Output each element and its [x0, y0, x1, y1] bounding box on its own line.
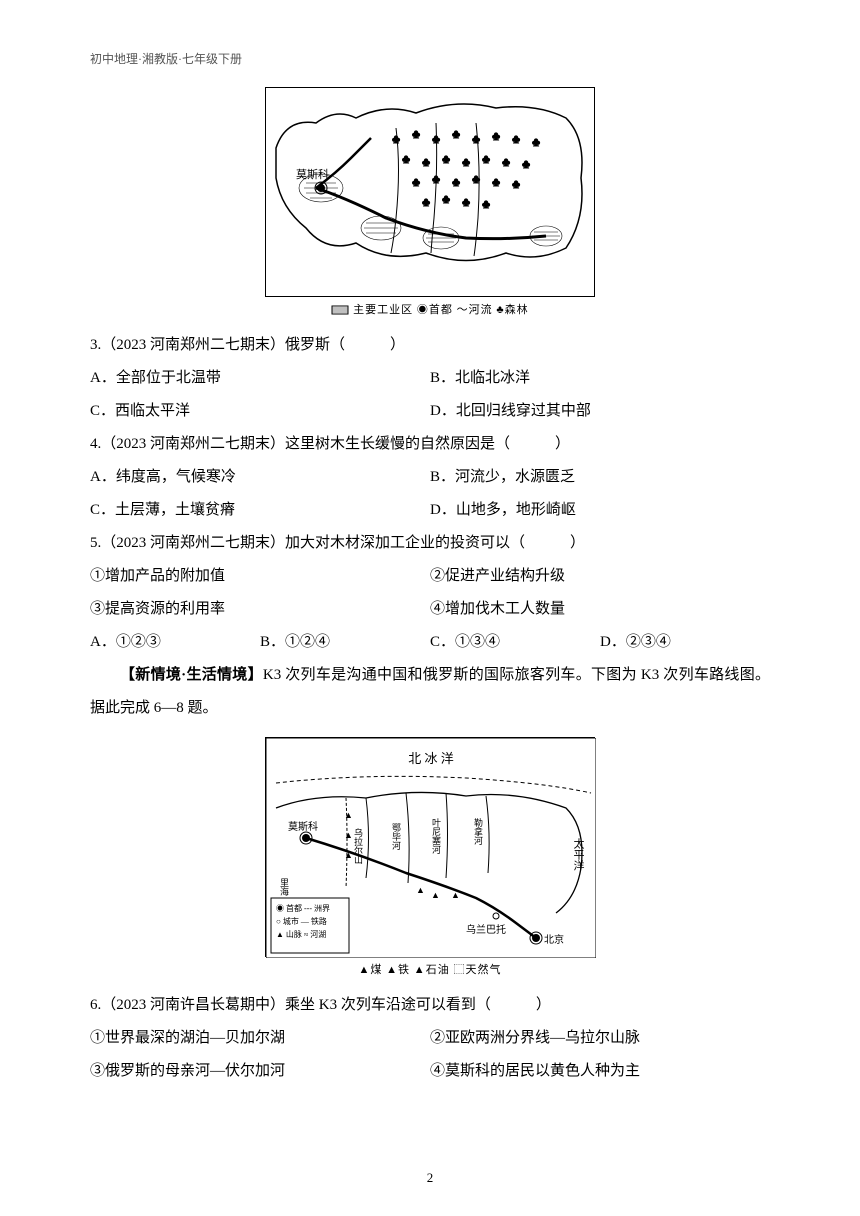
svg-text:乌兰巴托: 乌兰巴托	[466, 923, 506, 936]
svg-text:♣: ♣	[492, 175, 500, 189]
svg-text:▲: ▲	[451, 890, 460, 900]
svg-text:♣: ♣	[452, 127, 460, 141]
q6-opt2: ②亚欧两洲分界线—乌拉尔山脉	[430, 1022, 770, 1055]
q3-option-b: B．北临北冰洋	[430, 362, 770, 395]
q5-opt3: ③提高资源的利用率	[90, 593, 430, 626]
svg-text:♣: ♣	[522, 157, 530, 171]
svg-text:♣: ♣	[512, 132, 520, 146]
page-header: 初中地理·湘教版·七年级下册	[90, 50, 770, 67]
q4-option-d: D．山地多，地形崎岖	[430, 494, 770, 527]
map2-arctic-label: 北 冰 洋	[408, 751, 454, 766]
q5-opt2: ②促进产业结构升级	[430, 560, 770, 593]
q3-option-d: D．北回归线穿过其中部	[430, 395, 770, 428]
svg-text:叶尼塞河: 叶尼塞河	[431, 818, 441, 854]
map1-legend: 主要工业区 ◉首都 〜河流 ♣森林	[265, 301, 595, 317]
svg-text:♣: ♣	[462, 155, 470, 169]
svg-text:♣: ♣	[472, 132, 480, 146]
svg-text:♣: ♣	[462, 195, 470, 209]
svg-text:▲: ▲	[416, 885, 425, 895]
svg-text:♣: ♣	[422, 155, 430, 169]
svg-text:♣: ♣	[502, 155, 510, 169]
q5-option-c: C．①③④	[430, 626, 600, 659]
q3-option-c: C．西临太平洋	[90, 395, 430, 428]
svg-text:鄂毕河: 鄂毕河	[391, 823, 401, 850]
context-paragraph: 【新情境·生活情境】K3 次列车是沟通中国和俄罗斯的国际旅客列车。下图为 K3 …	[90, 659, 770, 725]
svg-text:▲: ▲	[344, 810, 353, 820]
map1-moscow-label: 莫斯科	[296, 167, 329, 181]
q6-opt1: ①世界最深的湖泊—贝加尔湖	[90, 1022, 430, 1055]
svg-text:♣: ♣	[392, 132, 400, 146]
context-label: 【新情境·生活情境】	[120, 667, 263, 683]
q4-stem: 4.（2023 河南郑州二七期末）这里树木生长缓慢的自然原因是（ ）	[90, 428, 770, 461]
svg-text:莫斯科: 莫斯科	[288, 820, 318, 833]
svg-text:♣: ♣	[412, 175, 420, 189]
svg-text:♣: ♣	[452, 175, 460, 189]
svg-text:▲: ▲	[431, 890, 440, 900]
q5-opt1: ①增加产品的附加值	[90, 560, 430, 593]
svg-text:♣: ♣	[482, 197, 490, 211]
svg-text:♣: ♣	[422, 195, 430, 209]
page-number: 2	[427, 1170, 434, 1186]
q3-stem: 3.（2023 河南郑州二七期末）俄罗斯（ ）	[90, 329, 770, 362]
svg-text:♣: ♣	[402, 152, 410, 166]
svg-text:里海: 里海	[279, 878, 289, 897]
svg-text:◉ 首都 --- 洲界: ◉ 首都 --- 洲界	[276, 903, 330, 913]
q5-opt4: ④增加伐木工人数量	[430, 593, 770, 626]
q5-option-a: A．①②③	[90, 626, 260, 659]
svg-text:▲: ▲	[344, 830, 353, 840]
map2-bottom-legend: ▲煤 ▲铁 ▲石油 ⬚天然气	[265, 961, 595, 977]
svg-text:○ 城市 — 铁路: ○ 城市 — 铁路	[276, 916, 327, 926]
svg-text:♣: ♣	[492, 129, 500, 143]
q4-option-b: B．河流少，水源匮乏	[430, 461, 770, 494]
svg-text:勒拿河: 勒拿河	[473, 817, 483, 845]
svg-text:▲: ▲	[344, 850, 353, 860]
q5-option-b: B．①②④	[260, 626, 430, 659]
q5-option-d: D．②③④	[600, 626, 770, 659]
q6-opt3: ③俄罗斯的母亲河—伏尔加河	[90, 1055, 430, 1088]
map1-image: ♣♣♣ ♣♣♣ ♣♣ ♣♣♣ ♣♣♣ ♣ ♣♣♣ ♣♣♣ ♣♣♣ ♣	[265, 87, 595, 297]
map2-image: 北 冰 洋 莫斯科 乌兰巴托 北京	[265, 737, 595, 957]
q4-option-c: C．土层薄，土壤贫瘠	[90, 494, 430, 527]
q6-opt4: ④莫斯科的居民以黄色人种为主	[430, 1055, 770, 1088]
svg-text:♣: ♣	[532, 135, 540, 149]
q6-stem: 6.（2023 河南许昌长葛期中）乘坐 K3 次列车沿途可以看到（ ）	[90, 989, 770, 1022]
svg-text:♣: ♣	[412, 127, 420, 141]
q5-stem: 5.（2023 河南郑州二七期末）加大对木材深加工企业的投资可以（ ）	[90, 527, 770, 560]
q4-option-a: A．纬度高，气候寒冷	[90, 461, 430, 494]
svg-text:♣: ♣	[512, 177, 520, 191]
svg-text:▲ 山脉 ≈ 河湖: ▲ 山脉 ≈ 河湖	[276, 929, 326, 939]
svg-text:♣: ♣	[442, 192, 450, 206]
q3-option-a: A．全部位于北温带	[90, 362, 430, 395]
svg-text:♣: ♣	[442, 152, 450, 166]
map2-container: 北 冰 洋 莫斯科 乌兰巴托 北京	[90, 737, 770, 977]
svg-text:乌拉尔山: 乌拉尔山	[353, 827, 363, 864]
svg-text:♣: ♣	[482, 152, 490, 166]
map2-pacific-label: 太平洋	[572, 838, 585, 871]
map1-container: ♣♣♣ ♣♣♣ ♣♣ ♣♣♣ ♣♣♣ ♣ ♣♣♣ ♣♣♣ ♣♣♣ ♣	[90, 87, 770, 317]
svg-text:北京: 北京	[544, 933, 564, 946]
